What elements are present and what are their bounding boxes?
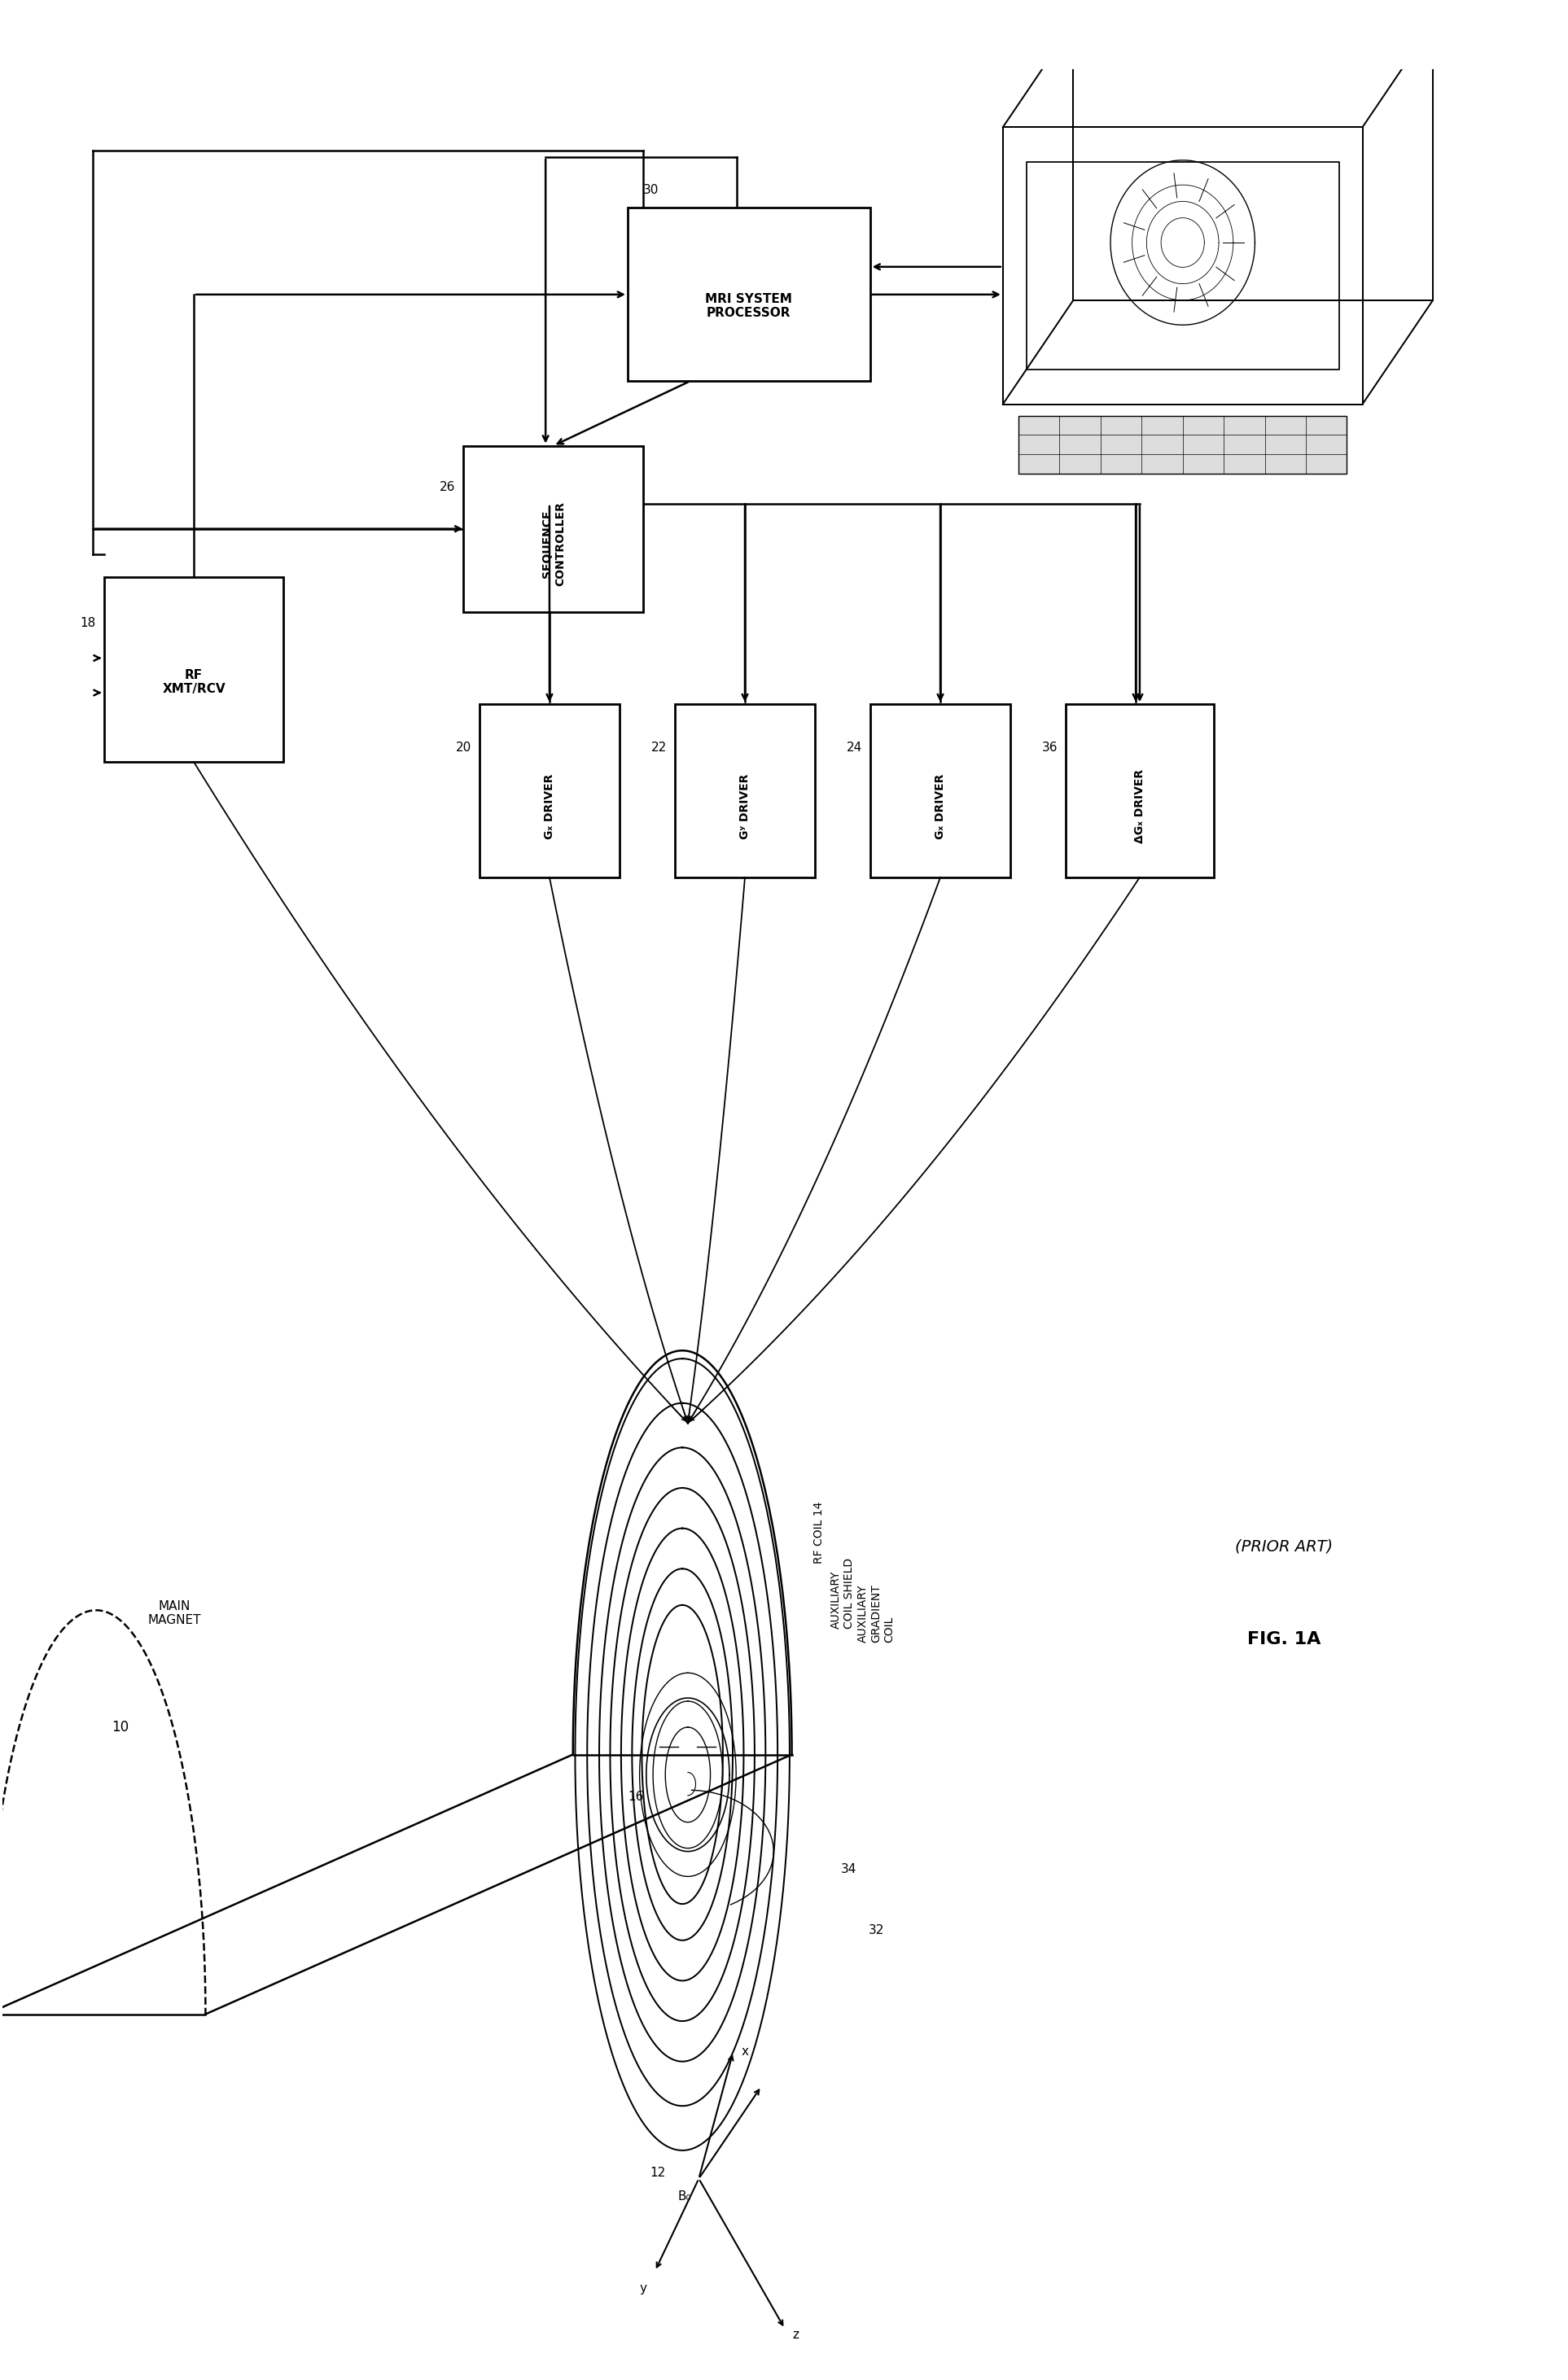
Bar [1065,704,1214,878]
Bar [870,704,1011,878]
Bar [674,704,815,735]
Text: y: y [640,2282,648,2294]
Text: 34: 34 [840,1864,856,1875]
Text: x: x [742,2044,748,2059]
Text: RF
XMT/RCV: RF XMT/RCV [162,669,226,695]
Text: 18: 18 [80,616,96,631]
Bar [674,704,815,878]
Bar [1065,704,1214,735]
Text: AUXILIARY
COIL SHIELD: AUXILIARY COIL SHIELD [829,1557,855,1628]
Text: 32: 32 [869,1923,884,1937]
Bar [480,704,619,735]
Text: 36: 36 [1041,743,1057,754]
Bar [464,445,643,612]
Text: FIG. 1A: FIG. 1A [1248,1630,1322,1647]
Text: B₀: B₀ [677,2190,691,2202]
Bar [103,578,284,614]
Text: 12: 12 [649,2166,665,2178]
Text: Gₓ DRIVER: Gₓ DRIVER [544,774,555,840]
Text: 16: 16 [627,1790,643,1804]
Text: 10: 10 [111,1721,129,1735]
Bar [870,704,1011,735]
Text: (PRIOR ART): (PRIOR ART) [1236,1540,1333,1554]
Bar [480,704,619,878]
Text: 24: 24 [847,743,862,754]
Text: MAIN
MAGNET: MAIN MAGNET [147,1599,201,1626]
Text: RF COIL 14: RF COIL 14 [814,1502,825,1564]
Text: Gʸ DRIVER: Gʸ DRIVER [739,774,751,840]
Bar [1019,416,1347,474]
Text: Gₓ DRIVER: Gₓ DRIVER [935,774,946,840]
Text: 20: 20 [456,743,472,754]
Bar [103,578,284,762]
Text: ΔGₓ DRIVER: ΔGₓ DRIVER [1134,769,1145,843]
Text: 26: 26 [441,481,456,493]
Text: 30: 30 [643,183,659,198]
Text: AUXILIARY
GRADIENT
COIL: AUXILIARY GRADIENT COIL [858,1585,895,1642]
Text: z: z [792,2328,800,2342]
Bar [464,445,643,476]
Bar [627,207,870,381]
Bar [627,207,870,243]
Text: SEQUENCE
CONTROLLER: SEQUENCE CONTROLLER [541,502,566,585]
Text: 22: 22 [651,743,666,754]
Text: MRI SYSTEM
PROCESSOR: MRI SYSTEM PROCESSOR [706,293,792,319]
